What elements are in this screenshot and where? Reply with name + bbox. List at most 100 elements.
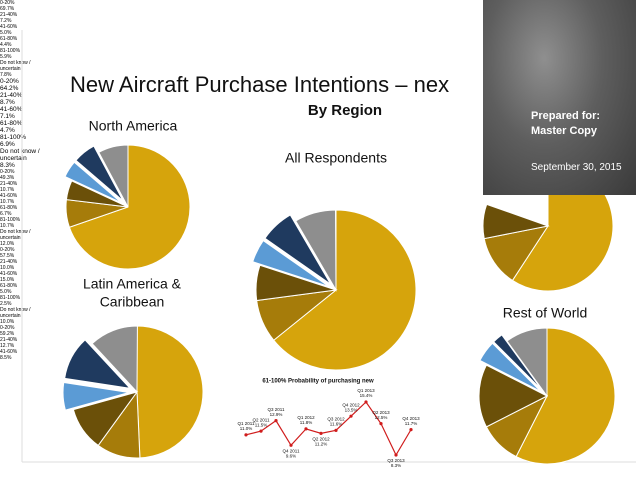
slice-label: 41-60% 8.5% xyxy=(0,349,40,361)
slice-value: 57.5% xyxy=(0,253,15,259)
pie-slice xyxy=(506,327,548,398)
pie-slice xyxy=(478,364,549,428)
pie-slice xyxy=(493,334,543,391)
point-category: Q1 2012 xyxy=(297,415,315,420)
line-title: 61-100% Probability of purchasing new xyxy=(262,379,374,385)
pie-slice xyxy=(64,339,132,389)
slice-category: 41-60% xyxy=(0,24,18,30)
slice-label: 21-40% 12.7% xyxy=(0,337,40,349)
point-value: 11.8% xyxy=(300,420,312,425)
point-value: 15.4% xyxy=(360,393,373,398)
slice-label: Do not know / uncertain 8.3% xyxy=(0,148,52,169)
pie-slice xyxy=(65,180,129,208)
pie-title: North America xyxy=(88,117,178,134)
slice-value: 2.5% xyxy=(0,301,12,307)
slice-value: 7.1% xyxy=(0,113,15,120)
slice-value: 7.2% xyxy=(0,18,12,24)
point-category: Q2 2012 xyxy=(312,437,330,442)
line-point xyxy=(304,427,308,431)
pie-slice xyxy=(68,144,191,270)
point-category: Q2 2013 xyxy=(372,410,390,415)
slice-category: 81-100% xyxy=(0,217,21,223)
point-value: 11.2% xyxy=(315,442,327,447)
point-category: Q2 2011 xyxy=(253,417,270,422)
slice-value: 10.0% xyxy=(0,265,15,271)
slice-category: 61-80% xyxy=(0,205,18,211)
pie-slice xyxy=(72,391,139,447)
slice-value: 12.0% xyxy=(0,241,15,247)
line-point xyxy=(394,453,398,457)
prepared-box: Prepared for: Master Copy September 30, … xyxy=(483,0,636,195)
line-point xyxy=(274,419,278,423)
pie-title: All Respondents xyxy=(285,149,387,166)
slice-category: 41-60% xyxy=(0,193,18,199)
slice-label: 0-20% 69.7% xyxy=(0,0,40,12)
slice-category: 21-40% xyxy=(0,12,18,18)
slice-label: Do not know / uncertain 12.0% xyxy=(0,229,40,247)
point-value: 13.5% xyxy=(345,407,358,412)
slice-category: 21-40% xyxy=(0,259,18,265)
pie-slice xyxy=(273,209,417,371)
slice-value: 8.7% xyxy=(0,99,15,106)
pie-slice xyxy=(98,144,129,208)
slice-value: 6.7% xyxy=(0,211,12,217)
pie-title: Latin America & Caribbean xyxy=(82,275,182,310)
point-value: 9.6% xyxy=(286,453,296,458)
line-point xyxy=(334,428,338,432)
line-point xyxy=(409,428,413,432)
slice-category: 0-20% xyxy=(0,247,15,253)
slice-label: 81-100% 5.9% xyxy=(0,48,40,60)
slide-subtitle: By Region xyxy=(308,102,382,119)
slice-label: 61-80% 6.7% xyxy=(0,205,40,217)
point-value: 11.5% xyxy=(255,422,267,427)
pie-slice xyxy=(75,145,124,202)
slice-category: 81-100% xyxy=(0,134,27,141)
slice-category: 0-20% xyxy=(0,0,15,6)
slice-label: 0-20% 64.2% xyxy=(0,78,52,92)
pie-title: Rest of World xyxy=(502,304,588,321)
line-point xyxy=(349,414,353,418)
slice-value: 10.7% xyxy=(0,187,15,193)
slice-value: 64.2% xyxy=(0,85,19,92)
point-category: Q4 2011 xyxy=(283,448,300,453)
slide-title: New Aircraft Purchase Intentions – nex xyxy=(70,72,449,97)
point-category: Q1 2013 xyxy=(357,388,375,393)
slice-label: 21-40% 10.7% xyxy=(0,181,40,193)
slice-category: 21-40% xyxy=(0,181,18,187)
prepared-name: Master Copy xyxy=(531,125,598,137)
line-point xyxy=(319,431,323,435)
point-category: Q3 2011 xyxy=(268,407,285,412)
slice-label: 61-80% 4.4% xyxy=(0,36,40,48)
slice-category: Do not know / uncertain xyxy=(0,307,31,319)
slice-category: Do not know / uncertain xyxy=(0,148,40,162)
pie-slice xyxy=(62,381,130,411)
pie-slice xyxy=(64,161,122,204)
slice-label: 81-100% 2.5% xyxy=(0,295,40,307)
point-category: Q1 2011 xyxy=(238,421,255,426)
slice-label: Do not know / uncertain 10.0% xyxy=(0,307,40,325)
slice-value: 49.3% xyxy=(0,175,15,181)
point-category: Q4 2013 xyxy=(402,416,420,421)
slice-label: 21-40% 7.2% xyxy=(0,12,40,24)
slice-value: 7.8% xyxy=(0,72,12,78)
pie-slice xyxy=(482,203,550,240)
slice-label: 61-80% 4.7% xyxy=(0,120,52,134)
point-value: 8.3% xyxy=(391,463,401,468)
slice-value: 10.7% xyxy=(0,223,15,229)
slice-label: 81-100% 6.9% xyxy=(0,134,52,148)
point-value: 11.6% xyxy=(330,422,342,427)
point-category: Q4 2012 xyxy=(342,402,360,407)
line-point xyxy=(244,433,248,437)
slice-label: 21-40% 8.7% xyxy=(0,92,52,106)
slice-label: 0-20% 59.2% xyxy=(0,325,40,337)
pie-slice xyxy=(264,214,332,285)
slice-value: 15.0% xyxy=(0,277,15,283)
slice-label: 41-60% 15.0% xyxy=(0,271,40,283)
slice-value: 69.7% xyxy=(0,6,15,12)
slice-category: 0-20% xyxy=(0,325,15,331)
slice-value: 8.5% xyxy=(0,355,12,361)
slice-category: 0-20% xyxy=(0,169,15,175)
prepared-label: Prepared for: xyxy=(531,110,601,122)
